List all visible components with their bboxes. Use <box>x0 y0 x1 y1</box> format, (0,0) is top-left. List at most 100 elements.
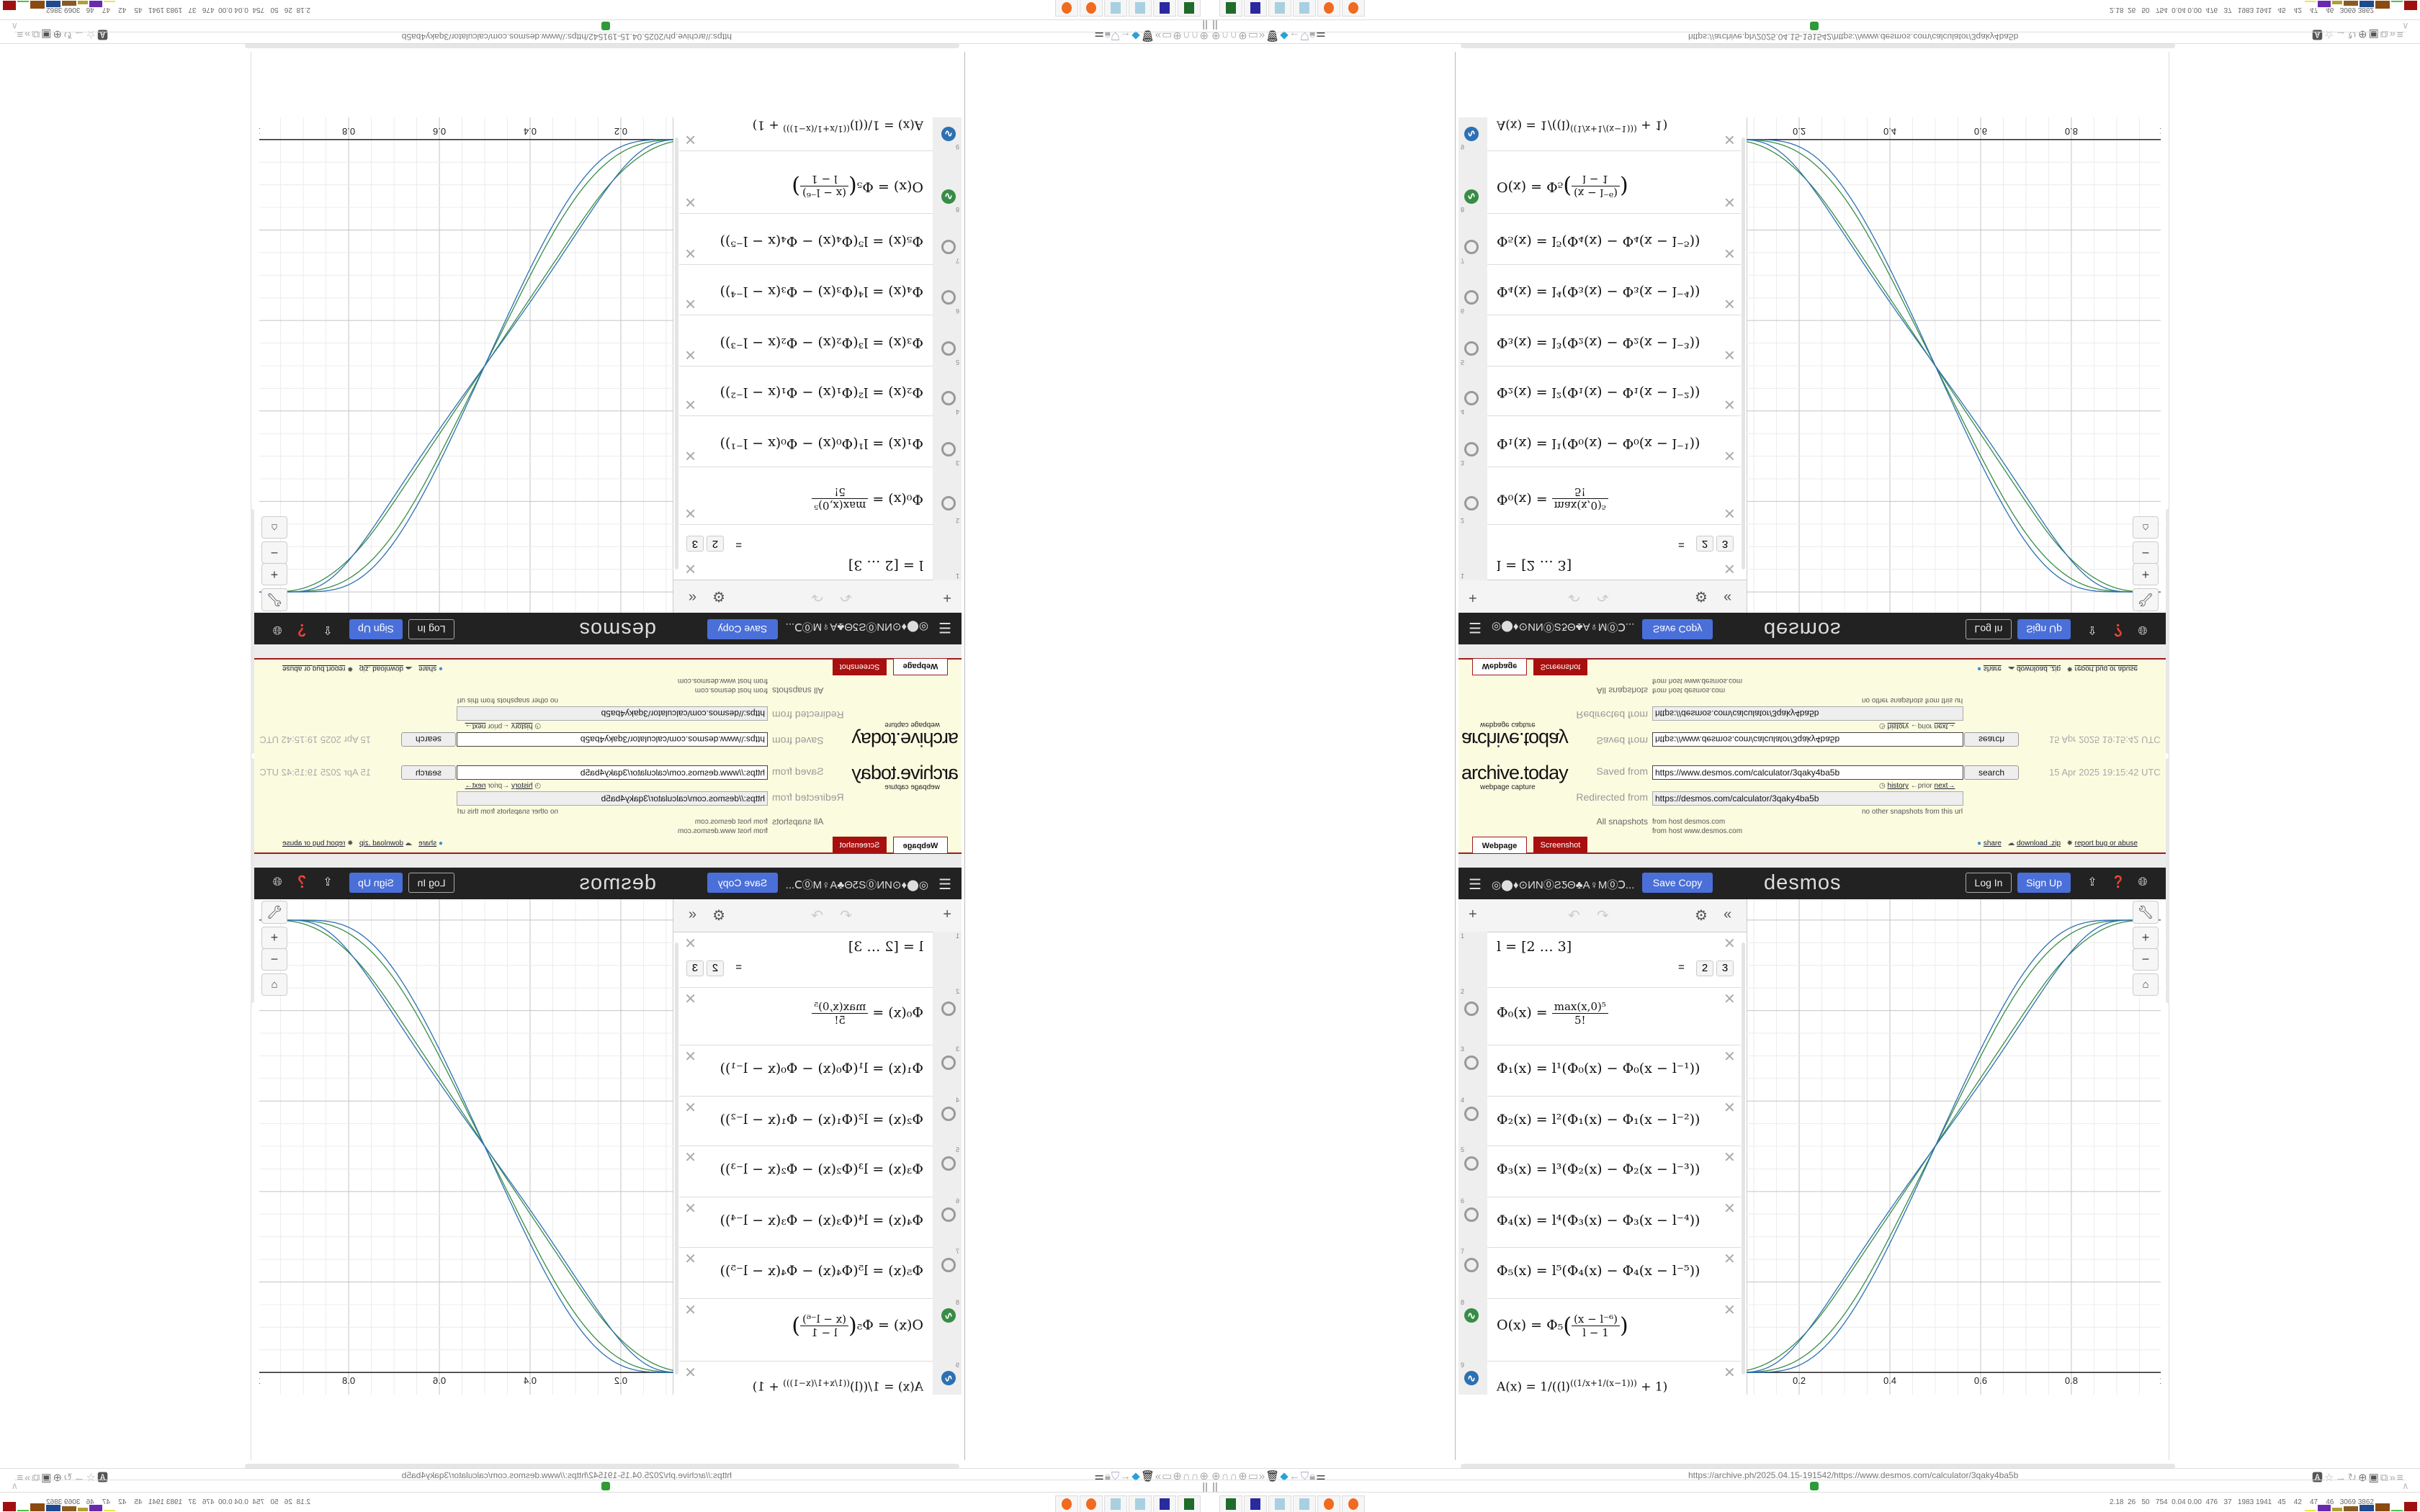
hidden-toggle-icon[interactable] <box>1464 290 1479 305</box>
forward-icon[interactable]: → <box>2335 28 2348 40</box>
hidden-toggle-icon[interactable] <box>941 496 956 510</box>
graph-title[interactable]: ◎⬤♦⊙ИN⓪ƧƼΘ♣A♀M⓪Ↄ... <box>785 879 928 891</box>
delete-icon[interactable]: ✕ <box>1724 1201 1736 1217</box>
delete-icon[interactable]: ✕ <box>1724 447 1736 463</box>
chevrons-icon[interactable]: » <box>1154 1470 1162 1482</box>
expression-text[interactable]: l = [2 … 3] <box>1497 557 1572 573</box>
log-in-button[interactable]: Log In <box>408 873 454 893</box>
zoom-in-icon[interactable]: + <box>2133 927 2159 949</box>
sign-up-button[interactable]: Sign Up <box>349 619 403 639</box>
search-button[interactable]: search <box>401 732 456 747</box>
host-link[interactable]: desmos.com <box>694 818 736 826</box>
sign-up-button[interactable]: Sign Up <box>2017 873 2071 893</box>
taskbar-terminal-icon[interactable] <box>1219 1495 1242 1512</box>
save-copy-button[interactable]: Save Copy <box>707 619 778 639</box>
overflow-icon[interactable]: » <box>23 1472 31 1484</box>
taskbar-notepad-icon[interactable] <box>1268 0 1291 17</box>
expression-text[interactable]: O(x) = Φ₅((x − l⁻⁶) l − 1) <box>792 1313 923 1339</box>
globe-icon[interactable]: ⊕ <box>51 28 62 40</box>
settings-gear-icon[interactable]: ⚙ <box>1695 588 1708 604</box>
report-link[interactable]: report bug or abuse <box>282 840 346 847</box>
expression-text[interactable]: Φ₀(x) = max(x,0)⁵ 5! <box>812 485 923 512</box>
expression-scrollbar[interactable] <box>675 942 678 1374</box>
hidden-toggle-icon[interactable] <box>1464 391 1479 405</box>
taskbar-notepad-icon[interactable] <box>1268 1495 1291 1512</box>
overflow-icon[interactable]: » <box>2389 1472 2397 1484</box>
hidden-toggle-icon[interactable] <box>941 341 956 356</box>
expression-text[interactable]: Φ₃(x) = l³(Φ₂(x) − Φ₂(x − l⁻³)) <box>720 335 923 351</box>
hidden-toggle-icon[interactable] <box>941 1002 956 1016</box>
expression-scrollbar[interactable] <box>1742 942 1745 1374</box>
host-link[interactable]: www.desmos.com <box>1684 677 1743 685</box>
expression-text[interactable]: Φ₄(x) = l⁴(Φ₃(x) − Φ₃(x − l⁻⁴)) <box>720 1212 923 1228</box>
expression-row[interactable]: 8 ∿ O(x) = Φ₅((x − l⁻⁶) l − 1) ✕ <box>679 1298 962 1362</box>
expression-row[interactable]: 8 ∿ O(x) = Φ₅((x − l⁻⁶) l − 1) ✕ <box>679 150 962 214</box>
graph-visible-wave-icon[interactable]: ∿ <box>941 1371 956 1385</box>
delete-icon[interactable]: ✕ <box>684 560 696 576</box>
next-link[interactable]: next→ <box>1934 722 1955 730</box>
hidden-toggle-icon[interactable] <box>941 1156 956 1171</box>
default-zoom-home-icon[interactable]: ⌂ <box>2133 973 2159 996</box>
delete-icon[interactable]: ✕ <box>1724 1365 1736 1381</box>
download-link[interactable]: download .zip <box>2016 665 2061 672</box>
add-expression-icon[interactable]: + <box>1469 590 1477 606</box>
trash-icon[interactable]: 🗑︎ <box>1139 1470 1155 1482</box>
graph-title[interactable]: ◎⬤♦⊙ИN⓪ƧƼΘ♣A♀M⓪Ↄ... <box>1492 879 1635 891</box>
help-icon[interactable]: ❓ <box>295 876 309 888</box>
host-link[interactable]: www.desmos.com <box>677 827 736 835</box>
share-graph-icon[interactable]: ⇪ <box>323 624 333 636</box>
delete-icon[interactable]: ✕ <box>1724 346 1736 362</box>
delete-icon[interactable]: ✕ <box>684 1049 696 1065</box>
expression-text[interactable]: Φ₅(x) = l⁵(Φ₄(x) − Φ₄(x − l⁻⁵)) <box>720 233 923 249</box>
delete-icon[interactable]: ✕ <box>684 991 696 1007</box>
undo-icon[interactable]: ↶ <box>1568 588 1580 604</box>
trash-icon[interactable]: 🗑︎ <box>1265 1470 1281 1482</box>
hamburger-menu-icon[interactable]: ☰ <box>938 877 951 893</box>
search-button[interactable]: search <box>1964 765 2019 780</box>
saved-from-input[interactable]: https://www.desmos.com/calculator/3qaky4… <box>1652 765 1963 780</box>
hidden-toggle-icon[interactable] <box>1464 442 1479 456</box>
expression-text[interactable]: Φ₁(x) = l¹(Φ₀(x) − Φ₀(x − l⁻¹)) <box>1497 436 1700 451</box>
graph-visible-wave-icon[interactable]: ∿ <box>941 189 956 204</box>
graph-settings-wrench-icon[interactable]: 🔧︎ <box>261 901 287 924</box>
default-zoom-home-icon[interactable]: ⌂ <box>2133 516 2159 539</box>
expression-scrollbar[interactable] <box>1742 138 1745 570</box>
delete-icon[interactable]: ✕ <box>684 1150 696 1166</box>
delete-icon[interactable]: ✕ <box>684 295 696 311</box>
report-link[interactable]: report bug or abuse <box>282 665 346 672</box>
help-icon[interactable]: ❓ <box>2111 624 2125 636</box>
hamburger-menu-icon[interactable]: ☰ <box>1469 877 1482 893</box>
taskbar-firefox-icon[interactable] <box>1055 0 1078 17</box>
delete-icon[interactable]: ✕ <box>1724 1251 1736 1267</box>
expression-row[interactable]: 1 l = [2 … 3] = 2 3 ✕ <box>1458 932 1741 988</box>
search-button[interactable]: search <box>1964 732 2019 747</box>
archive-logo[interactable]: archive.today <box>1461 762 1569 783</box>
collapse-panel-icon[interactable]: « <box>688 906 696 922</box>
expression-row[interactable]: 6 Φ₄(x) = l⁴(Φ₃(x) − Φ₃(x − l⁻⁴)) ✕ <box>1458 264 1741 315</box>
translate-icon[interactable]: 🅰︎ <box>95 28 108 40</box>
search-button[interactable]: search <box>401 765 456 780</box>
graph-visible-wave-icon[interactable]: ∿ <box>1464 127 1479 141</box>
zoom-out-icon[interactable]: − <box>2133 948 2159 971</box>
taskbar-firefox-icon[interactable] <box>1055 1495 1078 1512</box>
save-copy-button[interactable]: Save Copy <box>707 873 778 893</box>
expression-text[interactable]: Φ₀(x) = max(x,0)⁵ 5! <box>1497 1000 1608 1027</box>
archive-icon[interactable]: ▣ <box>40 28 52 40</box>
next-link[interactable]: next→ <box>1934 782 1955 790</box>
taskbar-firefox-icon[interactable] <box>1342 0 1365 17</box>
star-icon[interactable]: ☆ <box>84 28 96 40</box>
page-horizontal-scrollbar[interactable] <box>1461 1464 2175 1469</box>
delete-icon[interactable]: ✕ <box>1724 505 1736 521</box>
archive-icon[interactable]: ▣ <box>2368 28 2380 40</box>
extension-icon[interactable]: ⧉ <box>30 1472 40 1484</box>
taskbar-firefox-icon[interactable] <box>1317 1495 1340 1512</box>
expression-row[interactable]: 1 l = [2 … 3] = 2 3 ✕ <box>1458 524 1741 580</box>
star-icon[interactable]: ☆ <box>2324 28 2336 40</box>
lock-icon[interactable]: 🔒︎ <box>1103 1470 1111 1482</box>
hidden-toggle-icon[interactable] <box>941 391 956 405</box>
report-link[interactable]: report bug or abuse <box>2074 665 2138 672</box>
log-in-button[interactable]: Log In <box>1966 873 2012 893</box>
folder-icon[interactable]: ▭ <box>1247 1470 1259 1482</box>
host-link[interactable]: www.desmos.com <box>677 677 736 685</box>
default-zoom-home-icon[interactable]: ⌂ <box>261 973 287 996</box>
